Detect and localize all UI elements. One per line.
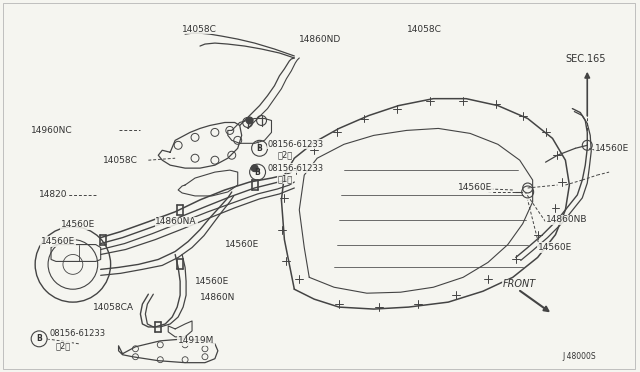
Text: FRONT: FRONT (503, 279, 536, 289)
Text: （2）: （2） (278, 151, 292, 160)
Text: 14860N: 14860N (200, 293, 236, 302)
Text: J 48000S: J 48000S (563, 352, 596, 361)
Text: （1）: （1） (278, 174, 292, 183)
Circle shape (251, 165, 258, 171)
Text: SEC.165: SEC.165 (565, 54, 606, 64)
Text: 14820: 14820 (39, 190, 68, 199)
Text: B: B (257, 144, 262, 153)
Text: B: B (36, 334, 42, 343)
Text: 14560E: 14560E (538, 243, 572, 252)
Text: 14058C: 14058C (406, 25, 442, 34)
Text: （2）: （2） (56, 341, 71, 350)
Text: 08156-61233: 08156-61233 (49, 329, 105, 339)
Text: 14560E: 14560E (595, 144, 630, 153)
Text: 14058C: 14058C (102, 156, 138, 165)
Text: 14960NC: 14960NC (31, 126, 73, 135)
Text: 14860NA: 14860NA (156, 217, 197, 226)
Text: 14058C: 14058C (182, 25, 217, 34)
Text: 14560E: 14560E (195, 277, 229, 286)
Text: 14860NB: 14860NB (545, 215, 587, 224)
Text: 14860ND: 14860ND (300, 35, 342, 44)
Text: 14058CA: 14058CA (93, 302, 134, 312)
Text: 14560E: 14560E (225, 240, 259, 249)
Text: 14919M: 14919M (178, 336, 214, 345)
Text: 08156-61233: 08156-61233 (268, 164, 324, 173)
Text: 14560E: 14560E (458, 183, 492, 192)
Text: 08156-61233: 08156-61233 (268, 140, 324, 149)
Circle shape (246, 117, 253, 124)
Text: 14560E: 14560E (61, 220, 95, 229)
Text: B: B (255, 168, 260, 177)
Text: 14560E: 14560E (41, 237, 76, 246)
